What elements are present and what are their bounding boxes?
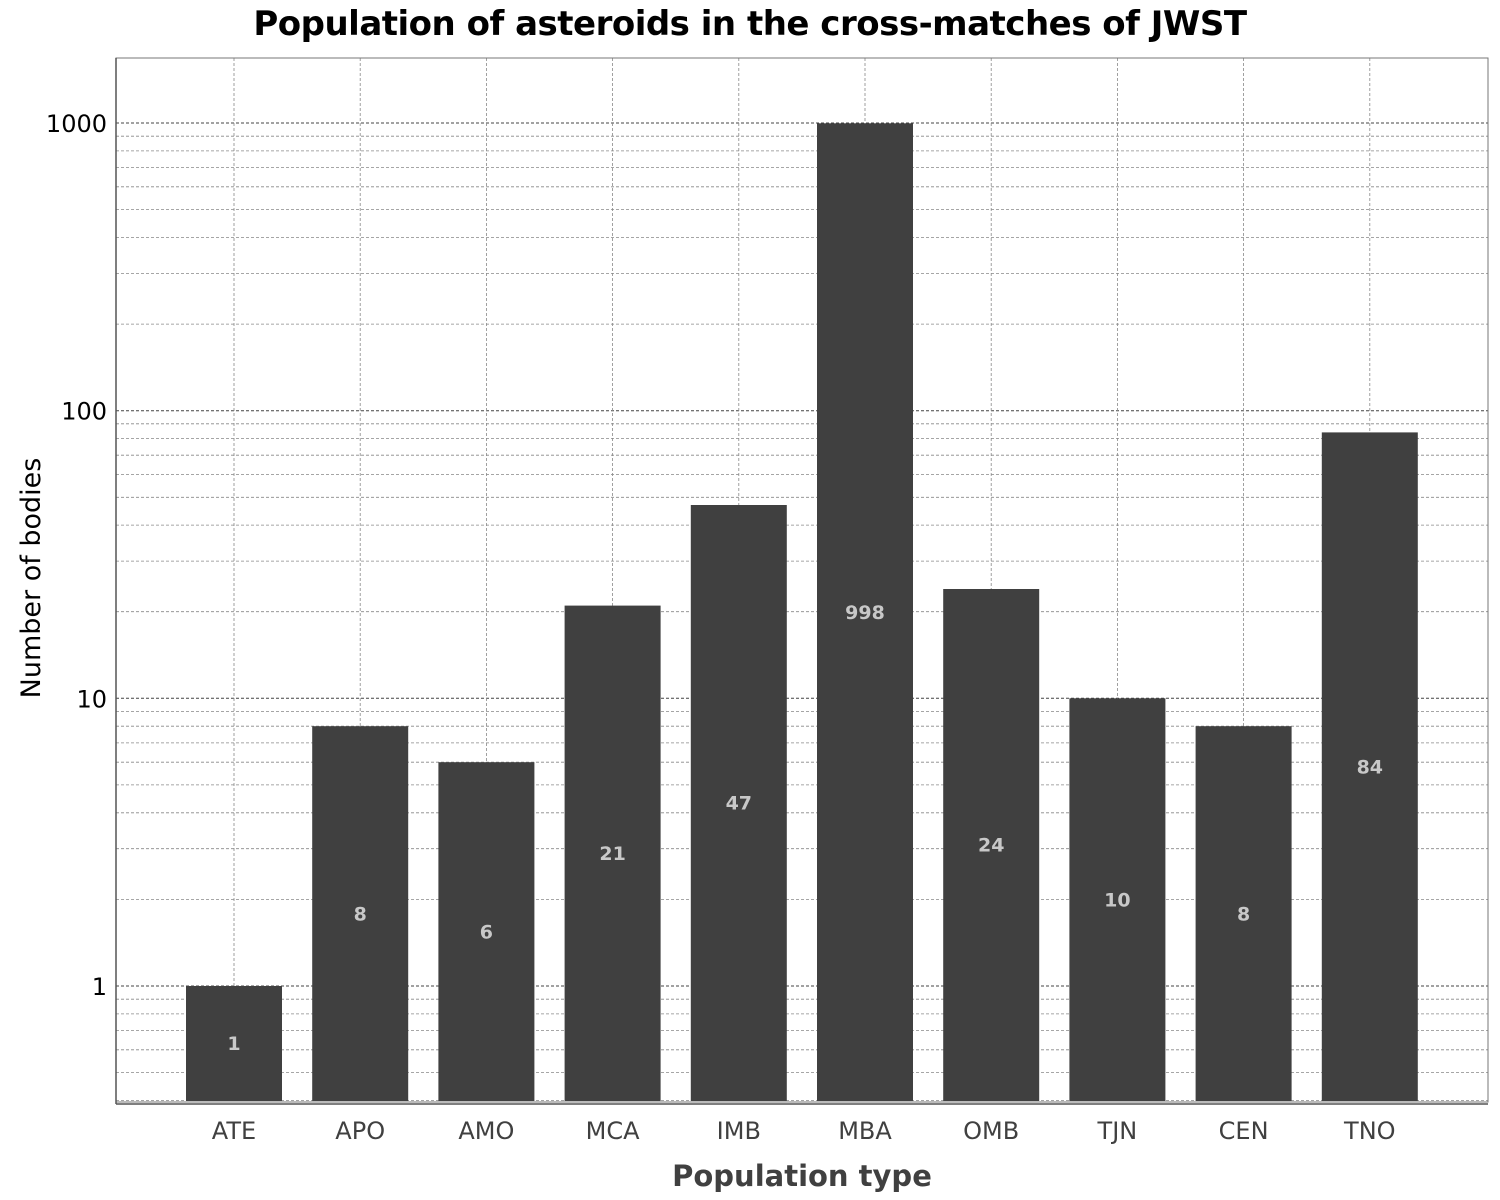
x-tick-label-cen: CEN [1219,1117,1269,1145]
x-tick-label-apo: APO [335,1117,385,1145]
x-tick-label-tno: TNO [1343,1117,1396,1145]
y-tick-label: 10 [76,685,107,713]
bar-label-apo: 8 [354,903,367,925]
bar-labels: 1 8 6 21 47 998 24 10 8 84 [227,602,1383,1055]
x-tick-label-omb: OMB [963,1117,1019,1145]
bar-label-amo: 6 [480,921,493,943]
bar-amo [438,762,535,1101]
bar-ate [186,986,282,1101]
bar-label-imb: 47 [726,793,752,815]
x-tick-label-amo: AMO [458,1117,514,1145]
x-tick-label-mba: MBA [838,1117,892,1145]
x-tick-labels: ATE APO AMO MCA IMB MBA OMB TJN CEN TNO [212,1117,1396,1145]
bar-cen [1195,726,1292,1101]
bar-label-mca: 21 [599,843,625,865]
bar-label-omb: 24 [978,835,1004,857]
x-tick-label-tjn: TJN [1097,1117,1138,1145]
y-axis-title: Number of bodies [16,458,47,699]
y-tick-label: 100 [61,398,107,426]
x-tick-label-imb: IMB [717,1117,761,1145]
bar-mba [817,123,913,1102]
chart-title: Population of asteroids in the cross-mat… [253,4,1247,44]
x-tick-label-ate: ATE [212,1117,256,1145]
x-axis-title: Population type [672,1159,932,1193]
bar-label-ate: 1 [227,1033,240,1055]
bar-mca [564,605,661,1101]
bar-label-tjn: 10 [1104,889,1130,911]
y-tick-label: 1000 [46,110,107,138]
bar-label-tno: 84 [1357,757,1383,779]
bars [186,123,1418,1102]
bar-label-mba: 998 [845,602,885,624]
y-tick-label: 1 [92,973,107,1001]
bar-tno [1321,432,1418,1101]
bar-label-cen: 8 [1237,903,1250,925]
bar-tjn [1069,698,1166,1101]
x-tick-label-mca: MCA [586,1117,640,1145]
y-tick-labels: 1 10 100 1000 [46,110,107,1001]
bar-apo [312,726,409,1101]
bar-imb [690,505,787,1101]
bar-omb [943,589,1040,1101]
